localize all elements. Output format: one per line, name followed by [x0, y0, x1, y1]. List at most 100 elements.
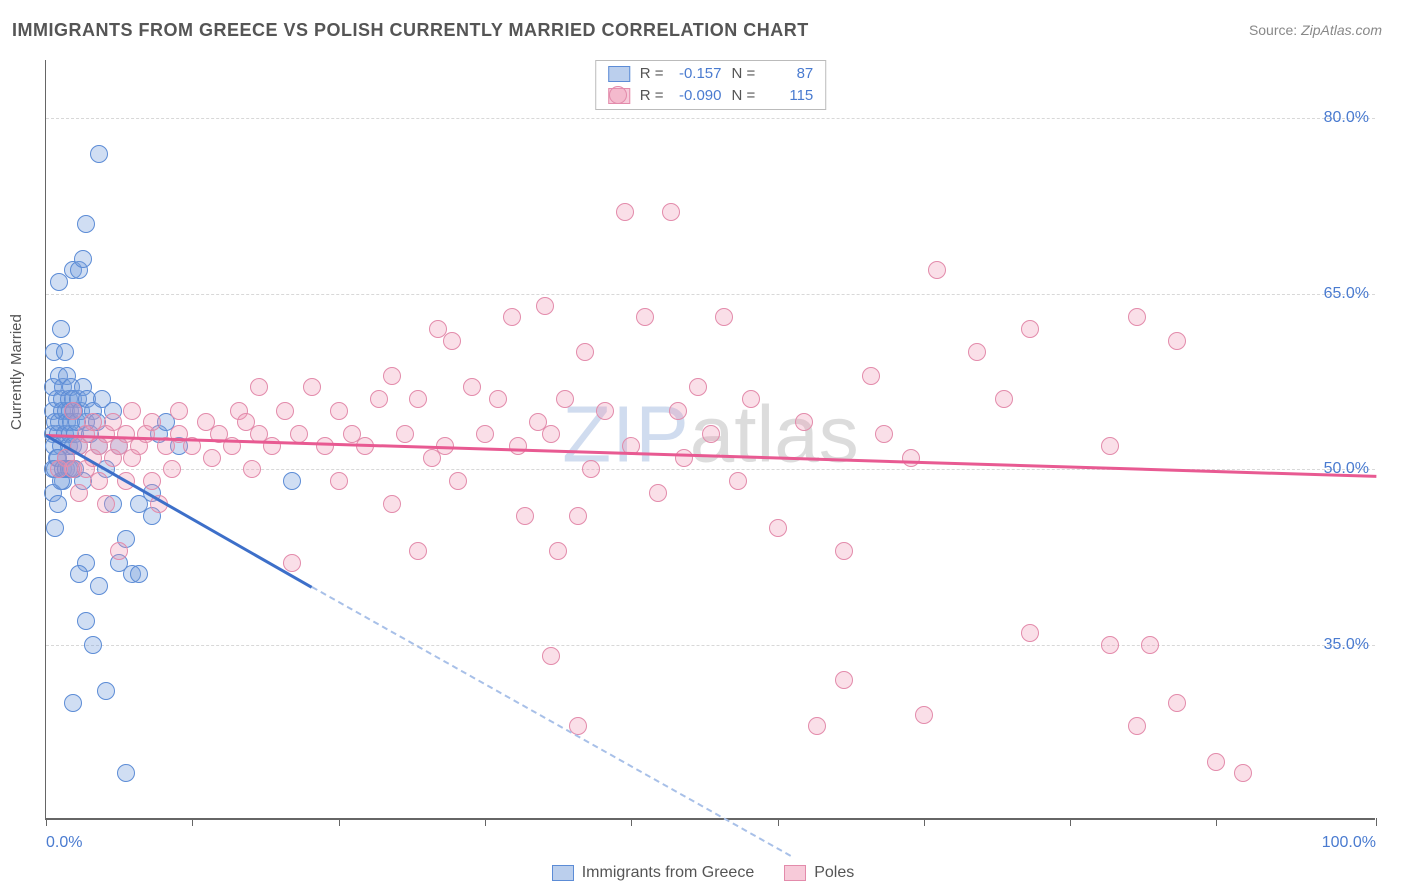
data-point	[542, 647, 560, 665]
data-point	[662, 203, 680, 221]
data-point	[1207, 753, 1225, 771]
swatch-icon	[784, 865, 806, 881]
data-point	[276, 402, 294, 420]
x-tick	[339, 818, 340, 826]
data-point	[449, 472, 467, 490]
data-point	[303, 378, 321, 396]
data-point	[702, 425, 720, 443]
data-point	[70, 484, 88, 502]
data-point	[489, 390, 507, 408]
data-point	[835, 542, 853, 560]
data-point	[1168, 332, 1186, 350]
data-point	[143, 413, 161, 431]
series-legend: Immigrants from Greece Poles	[0, 864, 1406, 882]
swatch-icon	[552, 865, 574, 881]
data-point	[576, 343, 594, 361]
data-point	[542, 425, 560, 443]
data-point	[1021, 320, 1039, 338]
data-point	[97, 682, 115, 700]
data-point	[516, 507, 534, 525]
data-point	[130, 565, 148, 583]
data-point	[70, 565, 88, 583]
data-point	[862, 367, 880, 385]
swatch-icon	[608, 66, 630, 82]
data-point	[143, 472, 161, 490]
x-axis-max-label: 100.0%	[1322, 834, 1376, 852]
data-point	[808, 717, 826, 735]
data-point	[46, 519, 64, 537]
data-point	[549, 542, 567, 560]
source-attribution: Source: ZipAtlas.com	[1249, 22, 1382, 38]
n-value: 115	[765, 85, 813, 107]
legend-label: Poles	[814, 864, 854, 882]
data-point	[795, 413, 813, 431]
data-point	[409, 390, 427, 408]
data-point	[263, 437, 281, 455]
data-point	[283, 472, 301, 490]
data-point	[609, 86, 627, 104]
data-point	[729, 472, 747, 490]
x-tick	[1070, 818, 1071, 826]
trend-line	[312, 586, 792, 857]
data-point	[316, 437, 334, 455]
data-point	[64, 694, 82, 712]
data-point	[330, 472, 348, 490]
legend-item: Poles	[784, 864, 854, 882]
data-point	[52, 320, 70, 338]
data-point	[689, 378, 707, 396]
data-point	[97, 495, 115, 513]
x-tick	[192, 818, 193, 826]
data-point	[742, 390, 760, 408]
data-point	[370, 390, 388, 408]
data-point	[170, 402, 188, 420]
data-point	[203, 449, 221, 467]
data-point	[536, 297, 554, 315]
data-point	[835, 671, 853, 689]
data-point	[77, 612, 95, 630]
scatter-plot-area: ZIPatlas R = -0.157 N = 87 R = -0.090 N …	[45, 60, 1375, 820]
legend-item: Immigrants from Greece	[552, 864, 754, 882]
data-point	[463, 378, 481, 396]
data-point	[968, 343, 986, 361]
data-point	[243, 460, 261, 478]
stats-row: R = -0.157 N = 87	[596, 63, 826, 85]
n-label: N =	[732, 63, 756, 85]
data-point	[616, 203, 634, 221]
x-tick	[631, 818, 632, 826]
y-tick-label: 65.0%	[1324, 285, 1369, 303]
x-tick	[778, 818, 779, 826]
data-point	[1101, 437, 1119, 455]
data-point	[503, 308, 521, 326]
data-point	[915, 706, 933, 724]
data-point	[409, 542, 427, 560]
y-tick-label: 35.0%	[1324, 636, 1369, 654]
data-point	[56, 343, 74, 361]
data-point	[84, 636, 102, 654]
gridline	[46, 118, 1375, 119]
data-point	[110, 542, 128, 560]
data-point	[283, 554, 301, 572]
data-point	[675, 449, 693, 467]
x-tick	[46, 818, 47, 826]
data-point	[330, 402, 348, 420]
correlation-stats-box: R = -0.157 N = 87 R = -0.090 N = 115	[595, 60, 827, 110]
data-point	[396, 425, 414, 443]
data-point	[290, 425, 308, 443]
data-point	[383, 495, 401, 513]
data-point	[1141, 636, 1159, 654]
data-point	[90, 577, 108, 595]
chart-title: IMMIGRANTS FROM GREECE VS POLISH CURRENT…	[12, 20, 809, 41]
x-tick	[924, 818, 925, 826]
watermark-zip: ZIP	[562, 389, 689, 478]
y-tick-label: 80.0%	[1324, 109, 1369, 127]
data-point	[117, 764, 135, 782]
data-point	[476, 425, 494, 443]
data-point	[383, 367, 401, 385]
data-point	[90, 472, 108, 490]
data-point	[1021, 624, 1039, 642]
data-point	[596, 402, 614, 420]
data-point	[902, 449, 920, 467]
source-label: Source:	[1249, 22, 1297, 38]
r-value: -0.090	[674, 85, 722, 107]
data-point	[875, 425, 893, 443]
